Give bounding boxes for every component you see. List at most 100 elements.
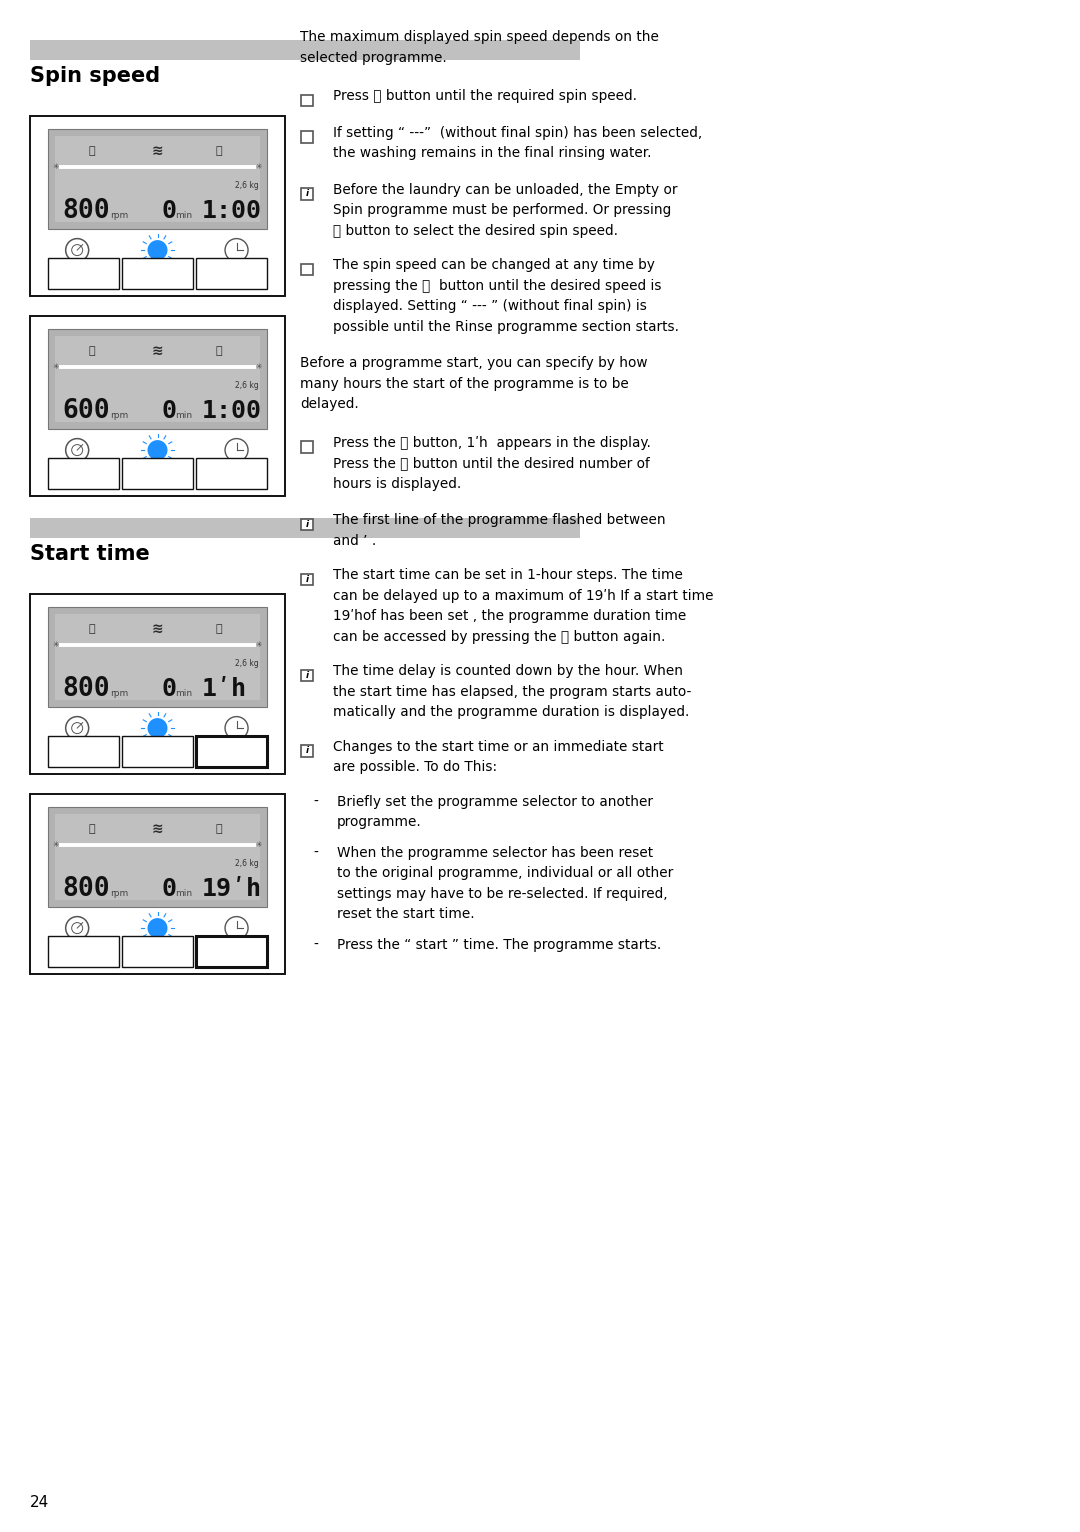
Bar: [122, 458, 193, 489]
Text: ≋: ≋: [151, 343, 163, 357]
Text: 1ʹh: 1ʹh: [201, 677, 246, 702]
Bar: [195, 257, 267, 290]
Text: 2,6 kg: 2,6 kg: [235, 380, 259, 389]
Text: ꩻ: ꩻ: [216, 624, 222, 634]
Text: When the programme selector has been reset: When the programme selector has been res…: [337, 846, 653, 859]
Bar: [301, 669, 313, 682]
Text: and ’ .: and ’ .: [333, 533, 376, 547]
Text: i: i: [306, 746, 309, 755]
Text: 2,6 kg: 2,6 kg: [235, 181, 259, 190]
Text: ꩻ: ꩻ: [216, 146, 222, 156]
Bar: [30, 316, 285, 496]
Text: selected programme.: selected programme.: [300, 51, 447, 64]
Text: ⛾: ⛾: [89, 146, 95, 156]
Text: i: i: [306, 190, 309, 198]
Text: The start time can be set in 1-hour steps. The time: The start time can be set in 1-hour step…: [333, 568, 683, 582]
Text: Press ⓦ button until the required spin speed.: Press ⓦ button until the required spin s…: [333, 89, 637, 103]
Bar: [48, 328, 267, 429]
Text: ⛾: ⛾: [89, 824, 95, 833]
Bar: [48, 807, 267, 907]
Text: Start time: Start time: [30, 544, 150, 564]
Text: min: min: [175, 689, 192, 699]
Text: programme.: programme.: [337, 815, 422, 829]
Text: the start time has elapsed, the program starts auto-: the start time has elapsed, the program …: [333, 685, 691, 699]
Bar: [195, 936, 267, 967]
Text: Changes to the start time or an immediate start: Changes to the start time or an immediat…: [333, 740, 663, 754]
Bar: [48, 735, 119, 768]
Text: -: -: [313, 938, 318, 951]
Bar: [30, 794, 285, 974]
Text: -: -: [313, 846, 318, 859]
Text: rpm: rpm: [110, 411, 129, 420]
Bar: [55, 136, 260, 222]
Text: Press the ⏰ button until the desired number of: Press the ⏰ button until the desired num…: [333, 457, 650, 470]
Bar: [195, 458, 267, 489]
Text: settings may have to be re-selected. If required,: settings may have to be re-selected. If …: [337, 887, 667, 901]
Text: Spin programme must be performed. Or pressing: Spin programme must be performed. Or pre…: [333, 204, 672, 218]
Text: 24: 24: [30, 1495, 50, 1511]
Text: reset the start time.: reset the start time.: [337, 907, 474, 921]
Text: many hours the start of the programme is to be: many hours the start of the programme is…: [300, 377, 629, 391]
Bar: [301, 188, 313, 199]
Text: The spin speed can be changed at any time by: The spin speed can be changed at any tim…: [333, 257, 654, 273]
Circle shape: [148, 918, 167, 938]
Bar: [301, 132, 313, 142]
Text: can be delayed up to a maximum of 19ʹh If a start time: can be delayed up to a maximum of 19ʹh I…: [333, 588, 714, 602]
Text: can be accessed by pressing the ⏰ button again.: can be accessed by pressing the ⏰ button…: [333, 630, 665, 643]
Bar: [301, 745, 313, 757]
Bar: [30, 40, 580, 60]
Text: displayed. Setting “ --- ” (without final spin) is: displayed. Setting “ --- ” (without fina…: [333, 299, 647, 313]
Text: -: -: [313, 795, 318, 809]
Text: If setting “ ---”  (without final spin) has been selected,: If setting “ ---” (without final spin) h…: [333, 126, 702, 139]
Bar: [55, 336, 260, 423]
Bar: [301, 518, 313, 530]
Text: Spin speed: Spin speed: [30, 66, 160, 86]
Bar: [122, 735, 193, 768]
Text: 2,6 kg: 2,6 kg: [235, 659, 259, 668]
Text: Press the “ start ” time. The programme starts.: Press the “ start ” time. The programme …: [337, 938, 661, 951]
Text: The maximum displayed spin speed depends on the: The maximum displayed spin speed depends…: [300, 31, 659, 44]
Bar: [48, 607, 267, 708]
Bar: [30, 116, 285, 296]
Text: Briefly set the programme selector to another: Briefly set the programme selector to an…: [337, 795, 653, 809]
Text: 800: 800: [62, 199, 110, 224]
Text: rpm: rpm: [110, 889, 129, 898]
Text: 0: 0: [162, 878, 177, 901]
Text: ✳: ✳: [256, 162, 262, 172]
Bar: [301, 264, 313, 276]
Text: ✳: ✳: [53, 362, 59, 371]
Text: ≋: ≋: [151, 622, 163, 636]
Bar: [48, 257, 119, 290]
Text: ✳: ✳: [53, 840, 59, 849]
Bar: [55, 813, 260, 901]
Text: 800: 800: [62, 876, 110, 902]
Text: 2,6 kg: 2,6 kg: [235, 858, 259, 867]
Text: ⓦ button to select the desired spin speed.: ⓦ button to select the desired spin spee…: [333, 224, 618, 237]
Text: pressing the ⓦ  button until the desired speed is: pressing the ⓦ button until the desired …: [333, 279, 661, 293]
Text: 19ʹhof has been set , the programme duration time: 19ʹhof has been set , the programme dura…: [333, 610, 686, 624]
Text: Press the ⏰ button, 1ʹh  appears in the display.: Press the ⏰ button, 1ʹh appears in the d…: [333, 435, 651, 449]
Bar: [30, 594, 285, 774]
Circle shape: [148, 440, 167, 460]
Bar: [301, 95, 313, 106]
Text: 800: 800: [62, 677, 110, 702]
Text: ✳: ✳: [256, 840, 262, 849]
Bar: [48, 458, 119, 489]
Text: ✳: ✳: [53, 640, 59, 650]
Text: rpm: rpm: [110, 689, 129, 699]
Bar: [48, 129, 267, 230]
Circle shape: [148, 241, 167, 260]
Text: i: i: [306, 574, 309, 584]
Bar: [301, 441, 313, 452]
Text: matically and the programme duration is displayed.: matically and the programme duration is …: [333, 705, 689, 719]
Text: rpm: rpm: [110, 211, 129, 221]
Text: ꩻ: ꩻ: [216, 346, 222, 355]
Text: 0: 0: [162, 400, 177, 423]
Text: The time delay is counted down by the hour. When: The time delay is counted down by the ho…: [333, 663, 683, 679]
Bar: [48, 936, 119, 967]
Text: i: i: [306, 519, 309, 529]
Text: to the original programme, individual or all other: to the original programme, individual or…: [337, 866, 673, 879]
Text: ꩻ: ꩻ: [216, 824, 222, 833]
Text: ⛾: ⛾: [89, 346, 95, 355]
Text: min: min: [175, 889, 192, 898]
